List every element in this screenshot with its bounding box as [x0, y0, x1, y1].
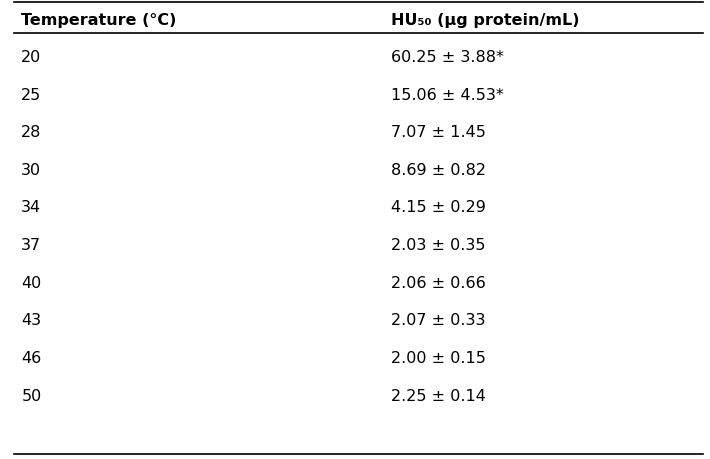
Text: 37: 37	[21, 238, 41, 253]
Text: 25: 25	[21, 88, 42, 102]
Text: 2.03 ± 0.35: 2.03 ± 0.35	[391, 238, 485, 253]
Text: 2.00 ± 0.15: 2.00 ± 0.15	[391, 351, 486, 366]
Text: 43: 43	[21, 313, 41, 328]
Text: 40: 40	[21, 276, 42, 291]
Text: 7.07 ± 1.45: 7.07 ± 1.45	[391, 125, 486, 140]
Text: 2.06 ± 0.66: 2.06 ± 0.66	[391, 276, 485, 291]
Text: 30: 30	[21, 163, 41, 178]
Text: 2.25 ± 0.14: 2.25 ± 0.14	[391, 389, 486, 403]
Text: 20: 20	[21, 50, 42, 65]
Text: 28: 28	[21, 125, 42, 140]
Text: 46: 46	[21, 351, 42, 366]
Text: 50: 50	[21, 389, 42, 403]
Text: 8.69 ± 0.82: 8.69 ± 0.82	[391, 163, 486, 178]
Text: 2.07 ± 0.33: 2.07 ± 0.33	[391, 313, 485, 328]
Text: HU₅₀ (μg protein/mL): HU₅₀ (μg protein/mL)	[391, 13, 579, 28]
Text: 60.25 ± 3.88*: 60.25 ± 3.88*	[391, 50, 503, 65]
Text: Temperature (°C): Temperature (°C)	[21, 13, 177, 28]
Text: 4.15 ± 0.29: 4.15 ± 0.29	[391, 201, 486, 215]
Text: 15.06 ± 4.53*: 15.06 ± 4.53*	[391, 88, 503, 102]
Text: 34: 34	[21, 201, 41, 215]
